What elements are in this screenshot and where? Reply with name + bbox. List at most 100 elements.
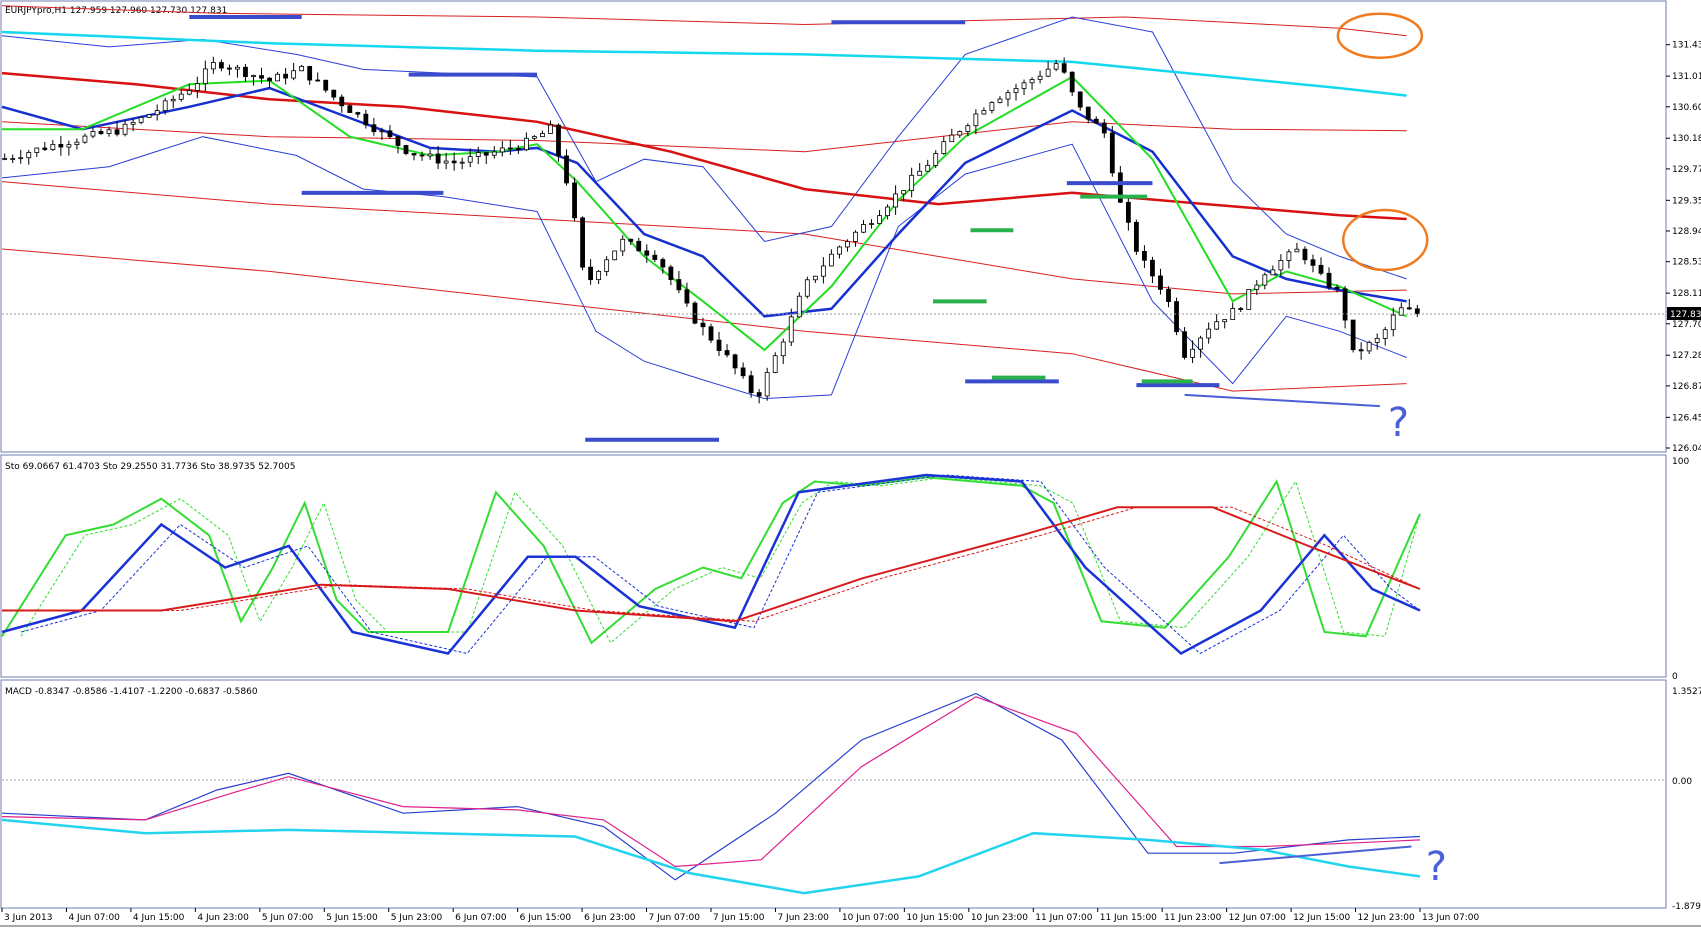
candle-bear [628, 238, 634, 242]
candle-bear [1318, 264, 1324, 274]
candle-bull [2, 158, 8, 160]
candle-bull [837, 246, 842, 255]
candle-bear [435, 153, 441, 164]
price-tick-label: 128.940 [1672, 227, 1701, 237]
candle-bull [26, 152, 32, 159]
candle-bull [251, 75, 256, 78]
candle-bear [1358, 349, 1364, 352]
candle-bull [1021, 82, 1027, 89]
candle-bear [267, 77, 272, 82]
candle-bear [708, 326, 714, 341]
candle-bull [949, 134, 955, 143]
candle-bull [885, 206, 890, 217]
time-tick-label: 7 Jun 07:00 [649, 913, 701, 923]
candle-bull [170, 98, 176, 102]
candle-bear [1077, 91, 1083, 108]
candle-bear [307, 66, 313, 81]
candle-bull [1005, 92, 1011, 100]
candle-bear [1414, 308, 1420, 315]
stochastic-panel [0, 454, 1667, 678]
candle-bear [411, 153, 417, 156]
price-tick-label: 129.770 [1672, 165, 1701, 175]
price-tick-label: 130.600 [1672, 103, 1701, 113]
candle-bull [941, 141, 947, 154]
candle-bear [716, 339, 722, 351]
candle-bear [218, 62, 224, 69]
stochastic-main-line [2, 506, 1421, 623]
time-tick-label: 4 Jun 23:00 [197, 913, 249, 923]
candle-bull [989, 102, 995, 111]
candle-bull [443, 160, 449, 164]
candle-bear [1342, 288, 1348, 321]
candle-bear [419, 154, 425, 157]
stochastic-tick-label: 0 [1672, 672, 1678, 682]
candle-bull [981, 110, 987, 115]
candle-bear [1158, 275, 1163, 290]
candle-bull [1398, 307, 1404, 316]
candle-bear [515, 148, 521, 151]
candle-bear [724, 350, 730, 356]
candle-bull [620, 238, 626, 252]
candle-bear [371, 124, 377, 133]
candle-bear [1174, 301, 1179, 333]
candle-bull [146, 114, 152, 118]
candle-bear [684, 289, 690, 304]
candle-bear [283, 73, 289, 79]
candle-bull [275, 73, 280, 82]
price-plot: ? [1, 5, 1666, 446]
candle-bull [467, 156, 473, 163]
candle-bear [636, 240, 642, 252]
candle-bull [957, 131, 963, 136]
candle-bull [772, 355, 778, 373]
candle-bear [1061, 63, 1067, 73]
candle-bull [1206, 328, 1212, 339]
price-line-env-red-bottom [1, 248, 1407, 392]
candle-bull [1374, 338, 1380, 343]
candle-bull [178, 93, 184, 100]
candle-bear [668, 266, 674, 280]
candle-bull [853, 231, 858, 242]
candle-bull [74, 141, 80, 146]
time-tick-label: 6 Jun 15:00 [520, 913, 572, 923]
candle-bear [1093, 118, 1099, 124]
candle-bear [98, 131, 104, 135]
candle-bull [154, 110, 160, 116]
candle-bull [780, 341, 786, 357]
price-tick-label: 131.010 [1672, 72, 1701, 82]
time-tick-label: 12 Jun 07:00 [1229, 913, 1286, 923]
stochastic-tick-label: 100 [1672, 457, 1689, 467]
candle-bear [1085, 106, 1091, 120]
candle-bull [106, 129, 112, 135]
price-line-bollinger-upper [1, 16, 1407, 280]
candle-bear [564, 155, 569, 184]
candle-bull [909, 174, 915, 191]
time-tick-label: 11 Jun 07:00 [1035, 913, 1092, 923]
divergence-line [1184, 393, 1380, 408]
candle-bear [315, 79, 321, 82]
candle-bear [580, 217, 585, 268]
time-tick-label: 4 Jun 07:00 [68, 913, 120, 923]
candle-bull [90, 131, 96, 137]
candle-bull [66, 144, 72, 148]
candle-bull [820, 265, 826, 277]
candle-bear [339, 96, 345, 107]
candle-bear [1238, 308, 1244, 310]
candle-bull [925, 164, 931, 172]
candle-bull [1013, 88, 1019, 94]
time-tick-label: 10 Jun 15:00 [906, 913, 963, 923]
candle-bear [58, 144, 64, 148]
candle-bear [331, 89, 337, 98]
stochastic-main-line [1, 476, 1421, 645]
candle-bull [499, 147, 505, 153]
candle-bear [355, 112, 361, 115]
candle-bear [660, 259, 666, 268]
macd-divergence-line [1219, 845, 1412, 865]
macd-tick-label: -1.8794 [1672, 902, 1701, 912]
candle-bear [1109, 132, 1115, 174]
candle-bull [1294, 248, 1300, 253]
candle-bull [917, 170, 923, 176]
time-tick-label: 7 Jun 23:00 [777, 913, 829, 923]
price-tick-label: 126.040 [1672, 444, 1701, 454]
candle-bear [395, 136, 401, 146]
candle-bear [1125, 201, 1131, 223]
